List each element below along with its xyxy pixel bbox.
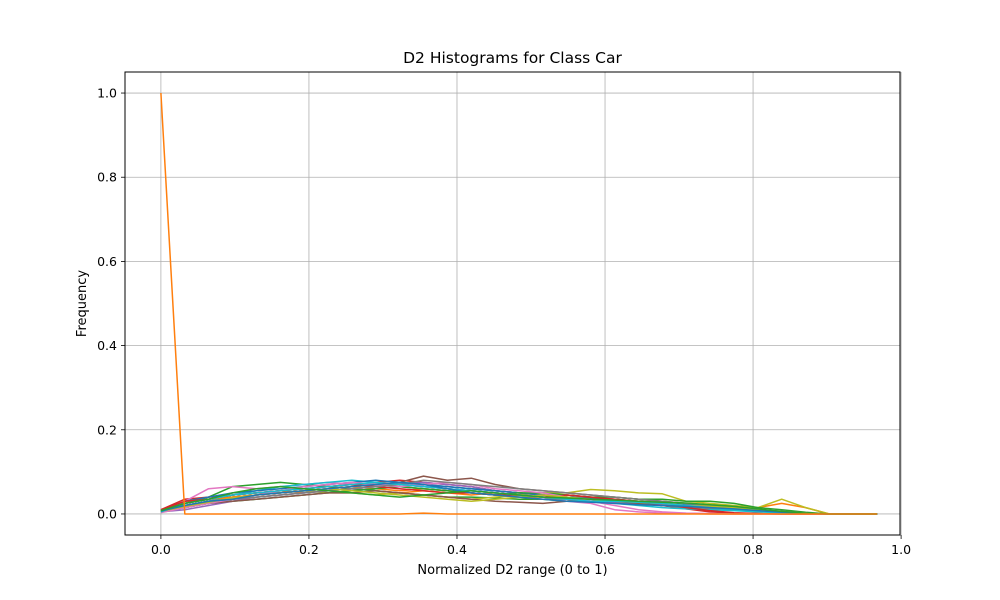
y-tick-label: 0.6 <box>97 254 117 269</box>
y-axis-ticks: 0.0 0.2 0.4 0.6 0.8 1.0 <box>97 86 125 521</box>
x-tick-label: 0.8 <box>743 542 763 557</box>
x-tick-label: 0.0 <box>151 542 171 557</box>
chart-title: D2 Histograms for Class Car <box>403 49 622 67</box>
y-tick-label: 0.4 <box>97 338 117 353</box>
series-line-23 <box>160 92 878 515</box>
y-tick-label: 1.0 <box>97 86 117 101</box>
series-line-21 <box>160 481 878 515</box>
y-tick-label: 0.2 <box>97 422 117 437</box>
y-tick-label: 0.0 <box>97 506 117 521</box>
series-lines <box>160 92 878 515</box>
y-tick-label: 0.8 <box>97 170 117 185</box>
x-axis-label: Normalized D2 range (0 to 1) <box>417 563 607 578</box>
plot-frame <box>124 71 901 536</box>
x-tick-label: 0.6 <box>595 542 615 557</box>
series-line-22 <box>160 485 878 515</box>
x-tick-label: 0.4 <box>447 542 467 557</box>
x-axis-ticks: 0.0 0.2 0.4 0.6 0.8 1.0 <box>151 535 911 557</box>
x-tick-label: 1.0 <box>891 542 911 557</box>
x-tick-label: 0.2 <box>299 542 319 557</box>
y-axis-label: Frequency <box>75 270 90 337</box>
